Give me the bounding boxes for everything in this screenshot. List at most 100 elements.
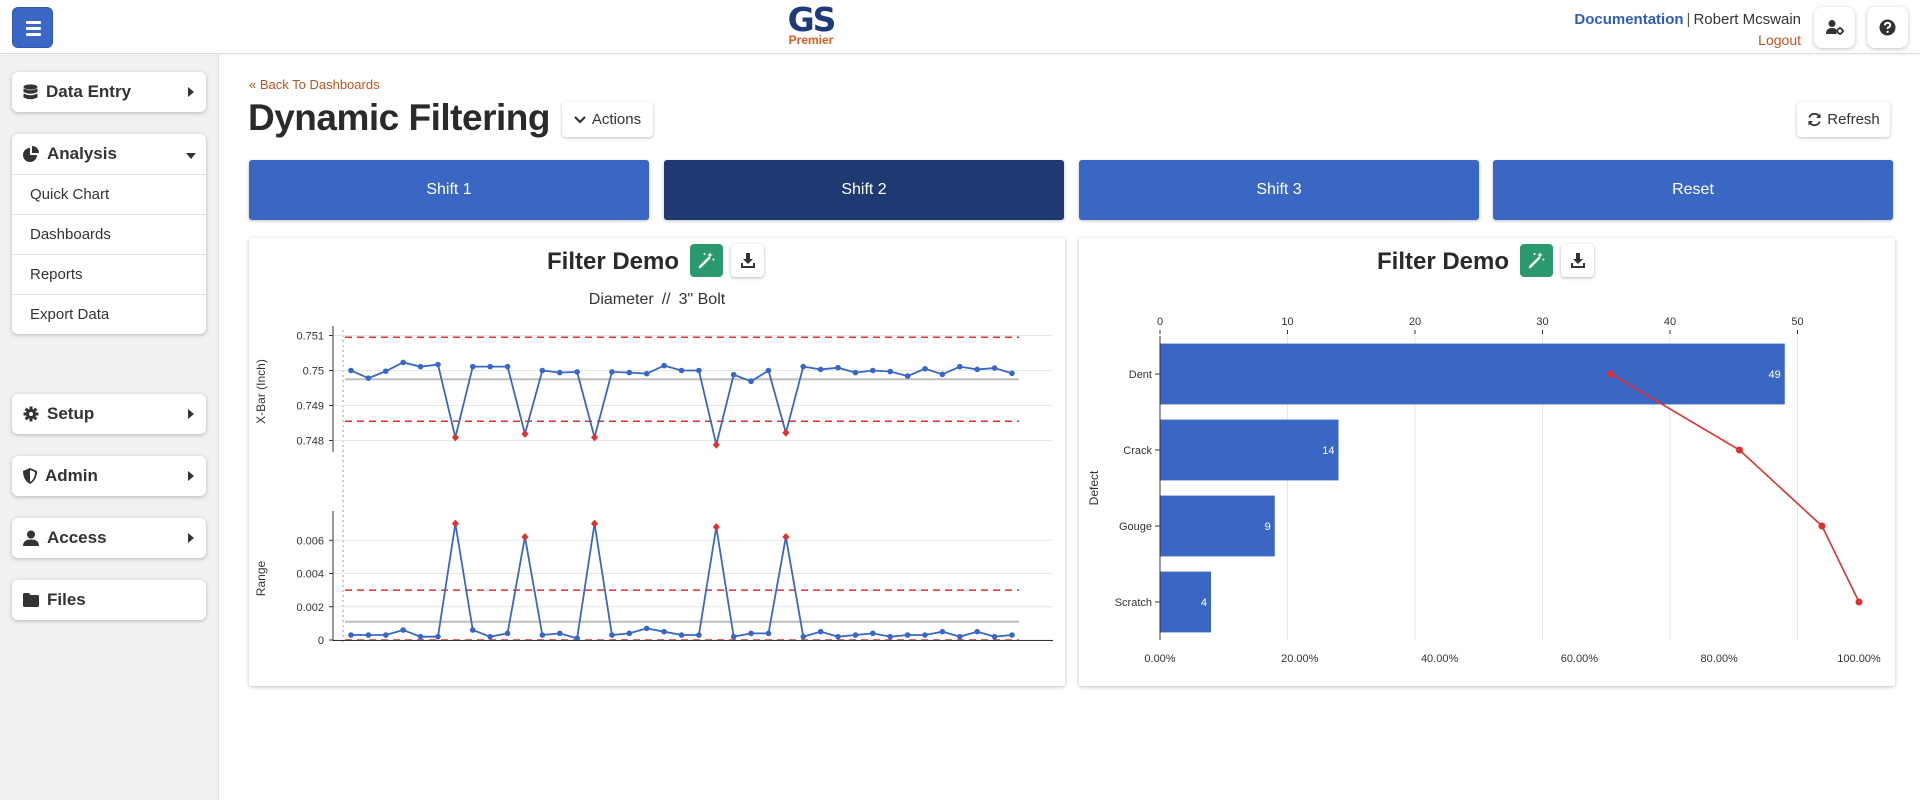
- pareto-top-tick-label: 50: [1791, 316, 1803, 328]
- sidebar-item-analysis[interactable]: Analysis: [12, 134, 206, 174]
- pareto-axis-label: Defect: [1087, 470, 1101, 505]
- xbar-point: [748, 378, 754, 385]
- xbar-point: [661, 362, 667, 369]
- caret-right-icon: [188, 471, 194, 481]
- range-out-of-control-point: [591, 519, 599, 528]
- sidebar-item-reports[interactable]: Reports: [12, 254, 206, 294]
- logout-link[interactable]: Logout: [1758, 32, 1801, 48]
- range-point: [957, 633, 963, 640]
- pareto-bar: [1160, 495, 1275, 557]
- xbar-series-line: [350, 361, 1013, 445]
- range-point: [556, 630, 563, 637]
- sidebar-item-setup[interactable]: Setup: [12, 394, 206, 434]
- pareto-category-label: Gouge: [1119, 521, 1152, 533]
- pareto-top-tick-label: 0: [1157, 316, 1163, 328]
- user-name: Robert Mcswain: [1693, 11, 1801, 28]
- range-point: [696, 632, 702, 638]
- chart-subtitle-part2: 3" Bolt: [679, 291, 726, 308]
- range-point: [870, 630, 876, 637]
- range-tick-label: 0.002: [296, 602, 324, 614]
- filter-button-reset[interactable]: Reset: [1493, 160, 1893, 220]
- chart-subtitle-sep: //: [662, 291, 671, 308]
- range-point: [939, 628, 946, 635]
- xbar-point: [574, 369, 580, 375]
- actions-dropdown-button[interactable]: Actions: [562, 102, 653, 137]
- xbar-point: [469, 363, 476, 370]
- sidebar-item-admin[interactable]: Admin: [12, 456, 206, 496]
- range-point: [730, 633, 737, 640]
- xbar-out-of-control-point: [782, 428, 790, 437]
- range-axis-label: Range: [254, 561, 268, 597]
- top-header: GS Premier Documentation | Robert Mcswain …: [0, 0, 1920, 54]
- control-chart-panel: Filter Demo Diameter // 3" Bolt 0.748 0.749…: [249, 238, 1065, 686]
- range-point: [835, 633, 841, 640]
- xbar-point: [939, 371, 946, 378]
- xbar-point: [539, 367, 546, 374]
- sidebar-item-files[interactable]: Files: [12, 580, 206, 620]
- filter-button-shift-3[interactable]: Shift 3: [1079, 160, 1479, 220]
- xbar-point: [678, 367, 685, 374]
- caret-right-icon: [188, 87, 194, 97]
- xbar-out-of-control-point: [451, 433, 459, 442]
- sidebar: Data Entry Analysis Quick Chart Dashboar…: [0, 55, 219, 800]
- page-title: Dynamic Filtering: [248, 97, 550, 138]
- sidebar-item-dashboards[interactable]: Dashboards: [12, 214, 206, 254]
- filter-button-shift-2[interactable]: Shift 2: [664, 160, 1064, 220]
- user-icon: [23, 530, 39, 546]
- pareto-bar: [1160, 343, 1785, 405]
- control-chart: Diameter // 3" Bolt 0.748 0.749 0.75 0.751 X-B…: [254, 291, 1053, 647]
- user-settings-button[interactable]: [1814, 7, 1855, 48]
- pareto-cumulative-point: [1607, 370, 1615, 378]
- sidebar-item-data-entry[interactable]: Data Entry: [12, 72, 206, 112]
- back-to-dashboards-link[interactable]: « Back To Dashboards: [249, 77, 380, 92]
- refresh-button[interactable]: Refresh: [1797, 102, 1890, 137]
- xbar-point: [957, 363, 963, 370]
- xbar-point: [626, 369, 633, 376]
- xbar-axis-label: X-Bar (Inch): [254, 359, 268, 424]
- range-point: [382, 632, 389, 638]
- caret-right-icon: [188, 409, 194, 419]
- pareto-chart-panel: Filter Demo 0 10 20 30 40 50 0.00% 20.00% 40.00%…: [1079, 238, 1895, 686]
- sidebar-group-analysis: Analysis Quick Chart Dashboards Reports …: [12, 134, 206, 334]
- xbar-point: [852, 369, 859, 376]
- range-point: [904, 632, 911, 638]
- pareto-category-label: Crack: [1123, 445, 1152, 457]
- double-chevron-left-icon: «: [249, 77, 257, 92]
- gs-premier-logo[interactable]: GS Premier: [783, 3, 839, 47]
- download-button[interactable]: [731, 244, 764, 277]
- xbar-point: [504, 363, 511, 370]
- range-out-of-control-point: [521, 532, 529, 541]
- range-point: [922, 632, 928, 638]
- pareto-bar: [1160, 419, 1339, 481]
- download-button[interactable]: [1561, 244, 1594, 277]
- sidebar-item-access[interactable]: Access: [12, 518, 206, 558]
- pareto-percent-tick-label: 40.00%: [1421, 653, 1459, 665]
- hamburger-menu-button[interactable]: [12, 7, 53, 48]
- range-point: [974, 628, 981, 635]
- filter-wand-button[interactable]: [1520, 244, 1553, 277]
- help-button[interactable]: [1867, 7, 1908, 48]
- pareto-cumulative-point: [1855, 598, 1863, 606]
- panel-title: Filter Demo: [1377, 248, 1510, 275]
- range-point: [991, 633, 998, 640]
- pareto-cumulative-point: [1818, 522, 1826, 530]
- xbar-point: [1009, 370, 1015, 377]
- pareto-bar-value-label: 4: [1201, 597, 1207, 609]
- range-point: [609, 632, 615, 638]
- sidebar-item-export-data[interactable]: Export Data: [12, 294, 206, 334]
- range-out-of-control-point: [782, 532, 790, 541]
- sidebar-label-access: Access: [47, 528, 107, 547]
- xbar-point: [887, 368, 894, 375]
- xbar-point: [800, 363, 807, 370]
- filter-wand-button[interactable]: [690, 244, 723, 277]
- logo-sub-text: Premier: [788, 33, 834, 47]
- user-area: Documentation | Robert Mcswain: [1574, 11, 1801, 28]
- range-point: [852, 632, 859, 638]
- sidebar-label-admin: Admin: [45, 466, 98, 485]
- filter-button-shift-1[interactable]: Shift 1: [249, 160, 649, 220]
- range-point: [678, 632, 685, 638]
- sidebar-item-quick-chart[interactable]: Quick Chart: [12, 174, 206, 214]
- caret-right-icon: [188, 533, 194, 543]
- folder-icon: [23, 593, 39, 607]
- documentation-link[interactable]: Documentation: [1574, 11, 1684, 28]
